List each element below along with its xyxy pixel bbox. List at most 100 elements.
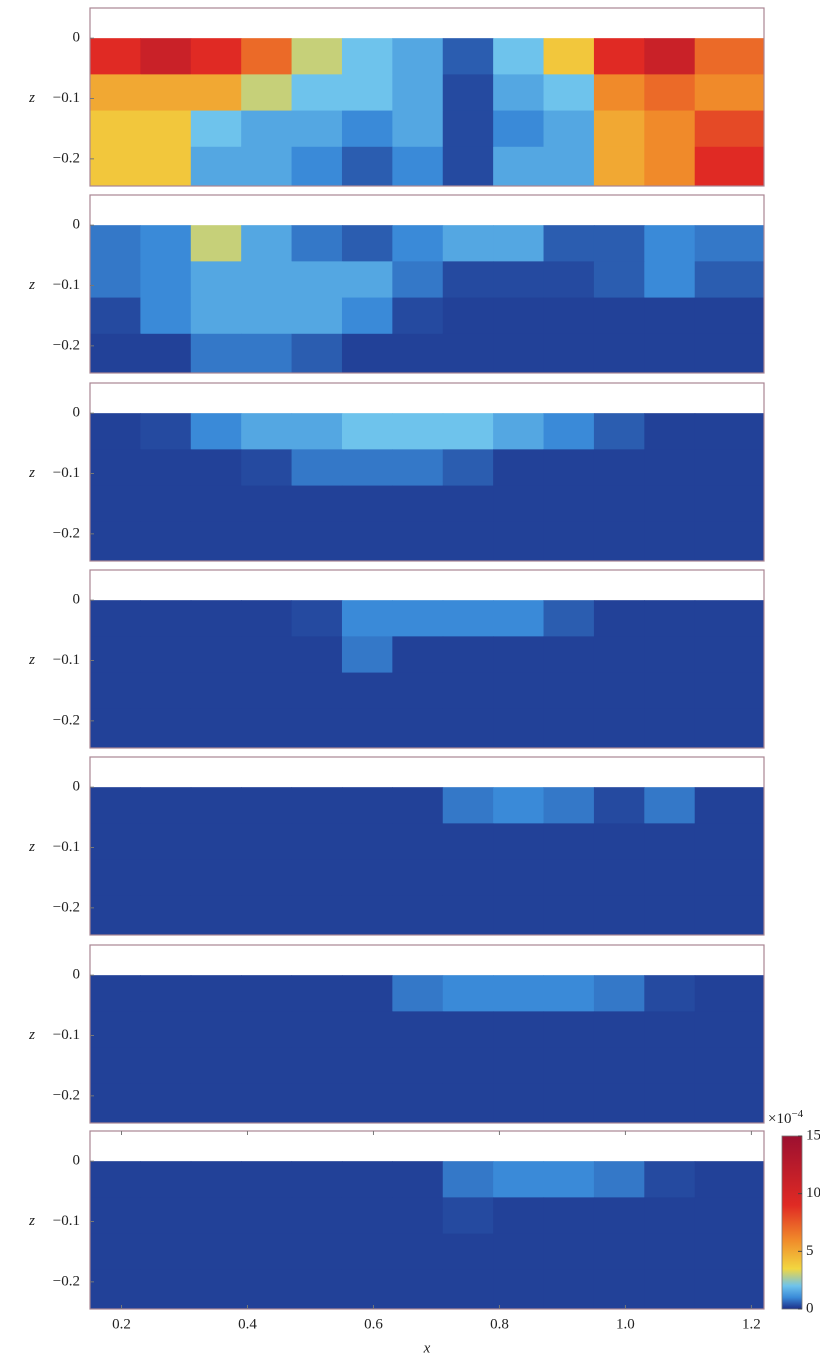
heatmap-cell — [593, 859, 645, 897]
heatmap-cell — [593, 485, 645, 523]
heatmap-cell — [493, 297, 545, 335]
heatmap-cell — [341, 823, 393, 861]
heatmap-cell — [341, 708, 393, 749]
y-axis-label: z — [28, 277, 35, 293]
heatmap-cell — [442, 895, 494, 936]
heatmap-cell — [392, 225, 444, 262]
heatmap-cell — [392, 261, 444, 299]
y-axis-label: z — [28, 90, 35, 106]
heatmap-cell — [644, 1047, 696, 1085]
y-tick-label: −0.1 — [53, 277, 80, 293]
heatmap-cell — [90, 787, 141, 824]
heatmap-cell — [140, 787, 192, 824]
heatmap-cell — [644, 859, 696, 897]
heatmap-cell — [593, 1233, 645, 1271]
heatmap-cell — [291, 708, 343, 749]
panel-frame — [89, 7, 765, 187]
heatmap-cell — [442, 74, 494, 112]
heatmap-cell — [493, 146, 545, 187]
heatmap-cell — [291, 1233, 343, 1271]
heatmap-cell — [291, 1269, 343, 1310]
heatmap-cell — [694, 1161, 765, 1198]
heatmap-cell — [190, 297, 242, 335]
heatmap-cell — [241, 1083, 293, 1124]
heatmap-cell — [341, 449, 393, 487]
heatmap-cell — [442, 1011, 494, 1049]
heatmap-cell — [694, 146, 765, 187]
heatmap-cell — [90, 1011, 141, 1049]
heatmap-cell — [140, 1269, 192, 1310]
x-tick-label: 1.2 — [742, 1316, 761, 1332]
colorbar-label-base: ×10 — [768, 1111, 791, 1127]
heatmap-cell — [341, 672, 393, 710]
panel-frame — [89, 756, 765, 936]
y-tick-label: −0.2 — [53, 525, 80, 541]
heatmap-cell — [291, 333, 343, 374]
heatmap-cell — [442, 1269, 494, 1310]
heatmap-cell — [190, 600, 242, 637]
heatmap-cell — [190, 146, 242, 187]
y-tick-label: −0.2 — [53, 1273, 80, 1289]
heatmap-cell — [593, 74, 645, 112]
heatmap-cell — [644, 895, 696, 936]
heatmap-cell — [644, 1011, 696, 1049]
heatmap-cell — [341, 1083, 393, 1124]
heatmap-cell — [593, 1047, 645, 1085]
heatmap-cell — [90, 672, 141, 710]
heatmap-cell — [140, 636, 192, 674]
heatmap-cell — [644, 261, 696, 299]
heatmap-cell — [90, 600, 141, 637]
heatmap-cell — [291, 1011, 343, 1049]
heatmap-cell — [90, 485, 141, 523]
heatmap-cell — [593, 413, 645, 450]
heatmap-cell — [493, 1233, 545, 1271]
heatmap-cell — [190, 1083, 242, 1124]
heatmap-cell — [543, 413, 595, 450]
heatmap-cell — [694, 1197, 765, 1235]
heatmap-cell — [241, 485, 293, 523]
heatmap-cell — [241, 333, 293, 374]
heatmap-cell — [140, 110, 192, 148]
heatmap-cell — [392, 859, 444, 897]
heatmap-cell — [442, 1047, 494, 1085]
heatmap-cell — [90, 1269, 141, 1310]
heatmap-cell — [392, 521, 444, 562]
heatmap-cell — [392, 1083, 444, 1124]
heatmap-cell — [140, 38, 192, 75]
heatmap-cell — [694, 110, 765, 148]
heatmap-cell — [644, 413, 696, 450]
heatmap-cell — [190, 1269, 242, 1310]
heatmap-cell — [493, 1011, 545, 1049]
heatmap-cell — [90, 110, 141, 148]
heatmap-cell — [694, 975, 765, 1012]
heatmap-cell — [694, 708, 765, 749]
heatmap-cell — [140, 146, 192, 187]
colorbar-tick-label: 10 — [806, 1185, 820, 1201]
y-tick-label: −0.1 — [53, 652, 80, 668]
heatmap-cell — [241, 146, 293, 187]
heatmap-cell — [392, 146, 444, 187]
heatmap-cell — [190, 1233, 242, 1271]
heatmap-cell — [543, 1011, 595, 1049]
heatmap-cell — [493, 859, 545, 897]
heatmap-cell — [442, 413, 494, 450]
heatmap-cell — [241, 1269, 293, 1310]
y-tick-label: −0.2 — [53, 150, 80, 166]
heatmap-cell — [241, 521, 293, 562]
heatmap-cell — [190, 110, 242, 148]
heatmap-cell — [140, 859, 192, 897]
heatmap-cell — [241, 859, 293, 897]
heatmap-cell — [291, 823, 343, 861]
heatmap-cell — [493, 1197, 545, 1235]
heatmap-cell — [190, 1011, 242, 1049]
heatmap-cell — [593, 38, 645, 75]
panel-frame — [89, 944, 765, 1124]
y-tick-label: −0.2 — [53, 1087, 80, 1103]
heatmap-cell — [190, 636, 242, 674]
heatmap-cell — [644, 110, 696, 148]
heatmap-cell — [442, 1161, 494, 1198]
heatmap-cell — [190, 787, 242, 824]
heatmap-cell — [241, 1161, 293, 1198]
heatmap-cell — [241, 636, 293, 674]
heatmap-cell — [140, 521, 192, 562]
